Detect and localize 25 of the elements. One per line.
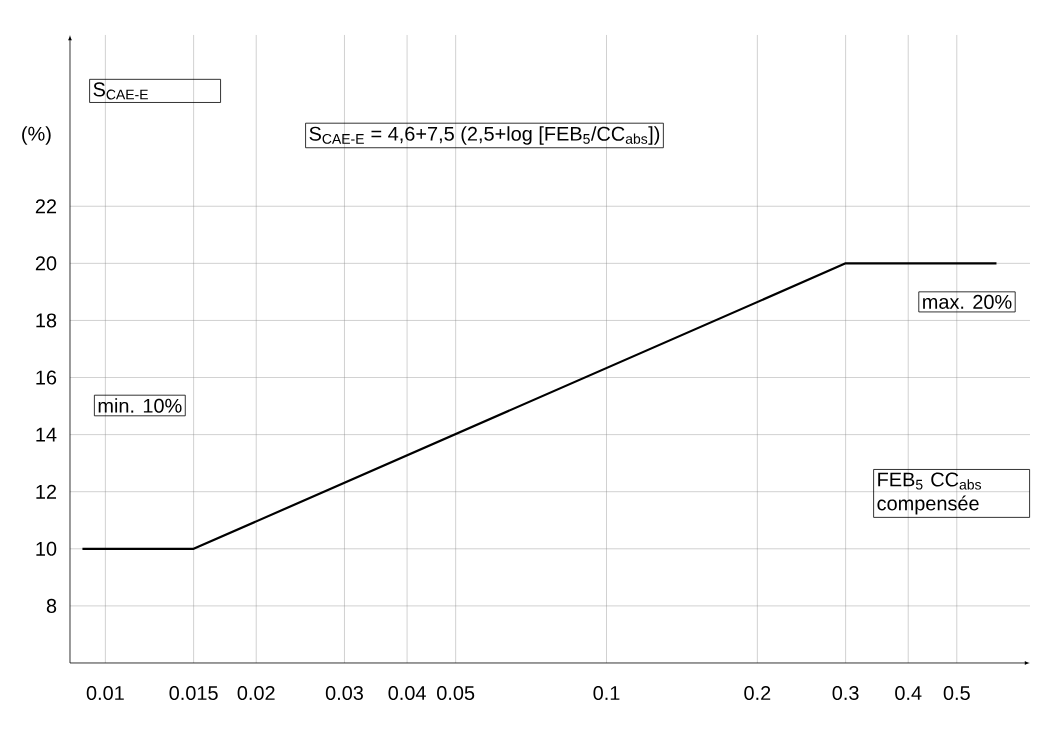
x-tick-label: 0.2: [744, 685, 771, 701]
x-tick-label: 0.01: [86, 685, 124, 701]
y-tick-label: 12: [36, 484, 57, 499]
y-tick-label: 10: [36, 541, 57, 556]
x-tick-label: 0.05: [437, 685, 475, 701]
x-axis-title: FEB$_{5}$ CC$_{abs}$ compensée: [877, 472, 982, 515]
y-tick-label: 14: [36, 427, 57, 442]
y-tick-label: 8: [46, 598, 57, 613]
annotation: S$_{CAE-E}$ = 4,6+7,5 (2,5+log [FEB$_{5}$/CC$_{abs}$]): [309, 126, 660, 145]
x-tick-label: 0.015: [169, 685, 218, 701]
x-tick-label: 0.04: [388, 685, 426, 701]
x-tick-label: 0.03: [325, 685, 363, 701]
x-tick-label: 0.5: [943, 685, 970, 701]
x-tick-label: 0.4: [895, 685, 922, 701]
y-tick-label: 20: [35, 256, 57, 271]
x-tick-label: 0.1: [593, 685, 620, 701]
y-axis-title: S$_{CAE-E}$: [93, 82, 148, 100]
x-tick-label: 0.3: [832, 685, 859, 701]
annotation: min. 10%: [98, 398, 182, 413]
y-tick-label: 18: [36, 313, 57, 328]
y-tick-label: 16: [36, 370, 57, 385]
text: (%): [22, 126, 51, 145]
annotation: max. 20%: [923, 294, 1012, 309]
x-tick-label: 0.02: [237, 685, 275, 701]
y-tick-label: 22: [35, 199, 57, 214]
